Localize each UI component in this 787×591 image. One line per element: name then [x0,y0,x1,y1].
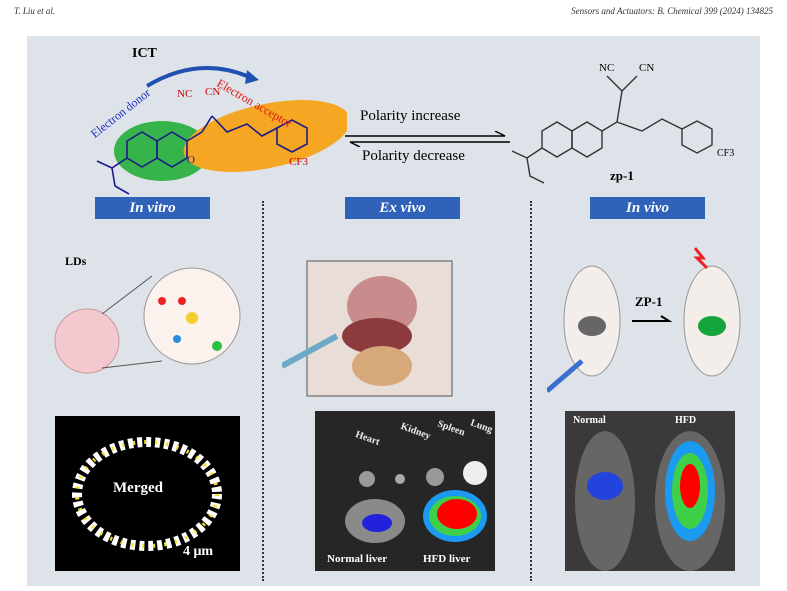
normal-liver-label: Normal liver [327,553,388,565]
merged-microscopy-image: Merged 4 μm [55,416,240,571]
cf3-group-2: CF3 [717,148,735,159]
hfd-liver-label: HFD liver [423,553,471,565]
merged-label: Merged [113,480,163,496]
carbonyl-o: O [187,154,195,166]
normal-label: Normal [573,415,606,426]
zp-1-structure [511,75,713,184]
in-vivo-fluorescence-image: Normal HFD [565,411,735,571]
donor-acceptor-molecule [96,66,347,195]
hfd-label: HFD [675,415,697,426]
cell-lipid-droplet-illustration [54,267,241,374]
cn-group: CN [205,86,221,98]
running-header-authors: T. Liu et al. [14,6,56,16]
divider [530,201,532,581]
polarity-decrease-label: Polarity decrease [362,148,465,164]
nc-group: NC [177,88,193,100]
label-in-vivo: In vivo [590,197,705,219]
divider [262,201,264,581]
nc-group-2: NC [599,62,615,74]
label-in-vitro: In vitro [95,197,210,219]
ex-vivo-fluorescence-image: Heart Kidney Spleen Lung Normal liver HF… [315,411,495,571]
equilibrium-arrows-icon [345,131,510,147]
mouse-dissection-illustration [282,260,453,397]
scale-bar-label: 4 μm [183,544,214,559]
compound-name: zp-1 [610,168,634,183]
cf3-group: CF3 [289,156,308,168]
ict-label: ICT [132,46,157,61]
mouse-injection-illustration [547,247,741,393]
lds-label: LDs [65,254,87,268]
label-ex-vivo: Ex vivo [345,197,460,219]
graphical-abstract: ICT Electron donor Electron acceptor NC … [27,36,760,586]
cn-group-2: CN [639,62,655,74]
polarity-increase-label: Polarity increase [360,108,461,124]
running-header-journal: Sensors and Actuators: B. Chemical 399 (… [571,6,773,16]
probe-label: ZP-1 [635,294,663,309]
